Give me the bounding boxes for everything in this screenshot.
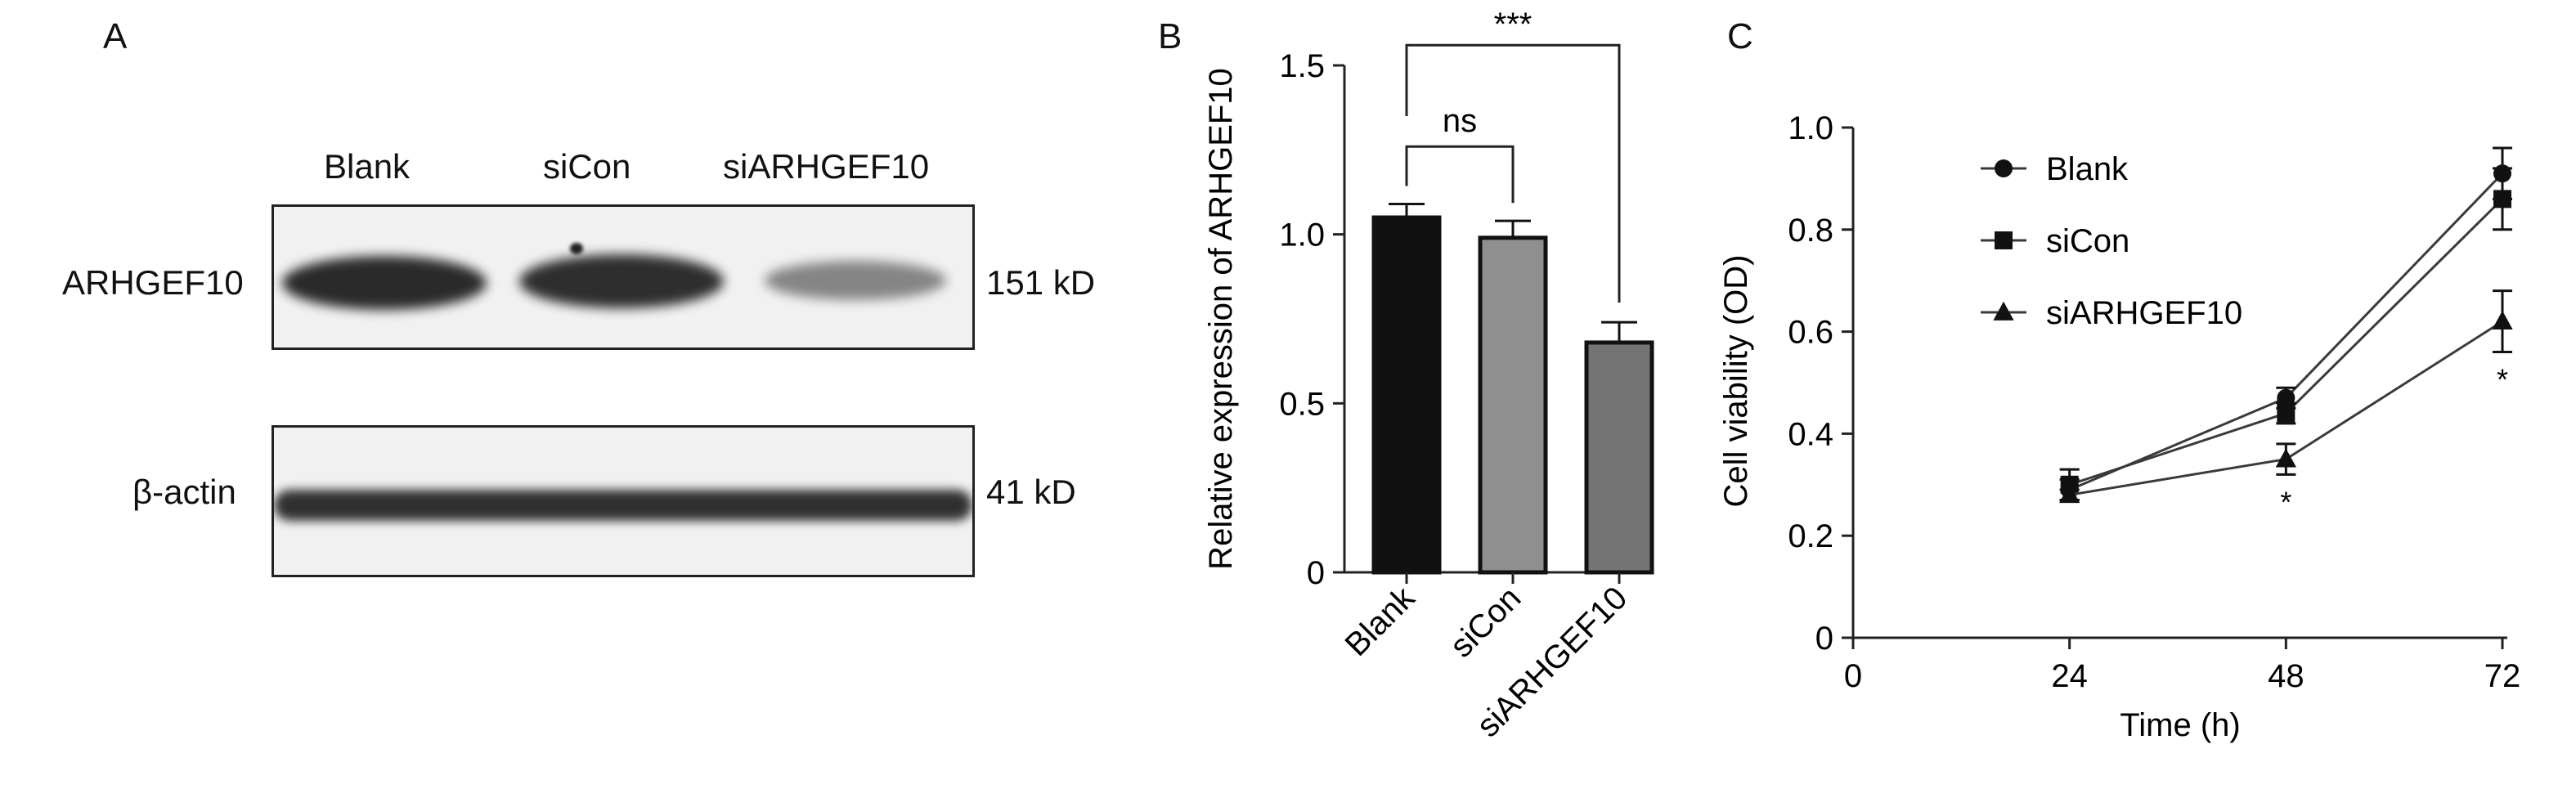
band-arhgef10-blank (282, 256, 487, 310)
band-beta-actin (274, 490, 972, 521)
blot-protein-label-arhgef10: ARHGEF10 (62, 263, 244, 302)
panel-letter-a: A (103, 16, 128, 56)
legend-label: siARHGEF10 (2046, 295, 2242, 331)
band-arhgef10-sicon (519, 254, 724, 308)
marker-square (1995, 231, 2013, 249)
line-y-tick-label: 0.6 (1788, 315, 1833, 351)
panel-a-western-blot: A Blank siCon siARHGEF10 ARHGEF10 151 kD… (0, 0, 1145, 807)
bar (1371, 215, 1442, 575)
significance-star: * (2280, 485, 2291, 518)
marker-square (2493, 190, 2511, 208)
blot-protein-label-beta-actin: β-actin (132, 473, 236, 511)
legend-label: siCon (2046, 223, 2129, 259)
significance-label-ns: ns (1443, 103, 1477, 139)
blot-size-label-beta-actin: 41 kD (986, 473, 1076, 511)
line-x-tick-label: 0 (1844, 658, 1862, 694)
marker-triangle (1993, 301, 2014, 321)
bar-x-tick-label: siCon (1443, 580, 1528, 664)
panel-c-line-chart: C Cell viability (OD) Time (h) 0 0.2 0.4 0.… (1693, 0, 2576, 807)
significance-label-triple-star: *** (1494, 7, 1533, 43)
panel-b-bar-chart: B Relative expression of ARHGEF10 0 0.5 1.… (1145, 0, 1734, 807)
marker-square (2277, 404, 2296, 423)
marker-circle (1995, 159, 2013, 177)
line-x-tick-label: 72 (2484, 658, 2521, 694)
marker-triangle (2059, 484, 2080, 504)
bar-chart-svg: Relative expression of ARHGEF10 0 0.5 1.0 1… (1203, 7, 1654, 744)
blot-beta-actin (272, 425, 975, 577)
significance-bracket-ns (1405, 145, 1515, 204)
line-y-tick-label: 0.4 (1788, 416, 1833, 452)
blot-size-label-arhgef10: 151 kD (986, 263, 1096, 302)
significance-bracket-triple-star (1405, 43, 1621, 303)
significance-star: * (2497, 363, 2508, 397)
bar-x-tick-label: Blank (1338, 580, 1422, 664)
line-chart-svg: Cell viability (OD) Time (h) 0 0.2 0.4 0.6 0… (1718, 110, 2521, 743)
bar (1584, 340, 1654, 575)
panel-letter-c: C (1727, 16, 1753, 56)
bar-y-tick-label: 0 (1307, 555, 1325, 591)
bar-y-tick-label: 1.0 (1279, 217, 1325, 253)
marker-triangle (2275, 448, 2296, 468)
line-y-tick-label: 0 (1815, 621, 1833, 657)
marker-triangle (2492, 310, 2513, 330)
line-y-tick-label: 1.0 (1788, 110, 1833, 146)
bar-y-axis-label: Relative expression of ARHGEF10 (1203, 68, 1239, 570)
line-x-tick-label: 48 (2268, 658, 2304, 694)
lane-label-siarhgef10: siARHGEF10 (723, 147, 930, 186)
lane-label-blank: Blank (324, 147, 411, 186)
legend-label: Blank (2046, 151, 2129, 187)
bar-y-tick-label: 1.5 (1279, 48, 1325, 84)
blot-arhgef10 (272, 204, 975, 350)
line-x-tick-label: 24 (2051, 658, 2088, 694)
line-y-tick-label: 0.2 (1788, 518, 1833, 554)
line-x-axis-label: Time (h) (2120, 707, 2240, 743)
line-y-axis-label: Cell viability (OD) (1718, 255, 1754, 508)
band-arhgef10-siarhgef10 (765, 261, 946, 300)
panel-letter-b: B (1158, 16, 1183, 56)
line-y-tick-label: 0.8 (1788, 213, 1833, 249)
bar-y-tick-label: 0.5 (1279, 386, 1325, 422)
series-line (2069, 173, 2504, 491)
lane-label-sicon: siCon (543, 147, 631, 186)
bar (1478, 235, 1548, 575)
